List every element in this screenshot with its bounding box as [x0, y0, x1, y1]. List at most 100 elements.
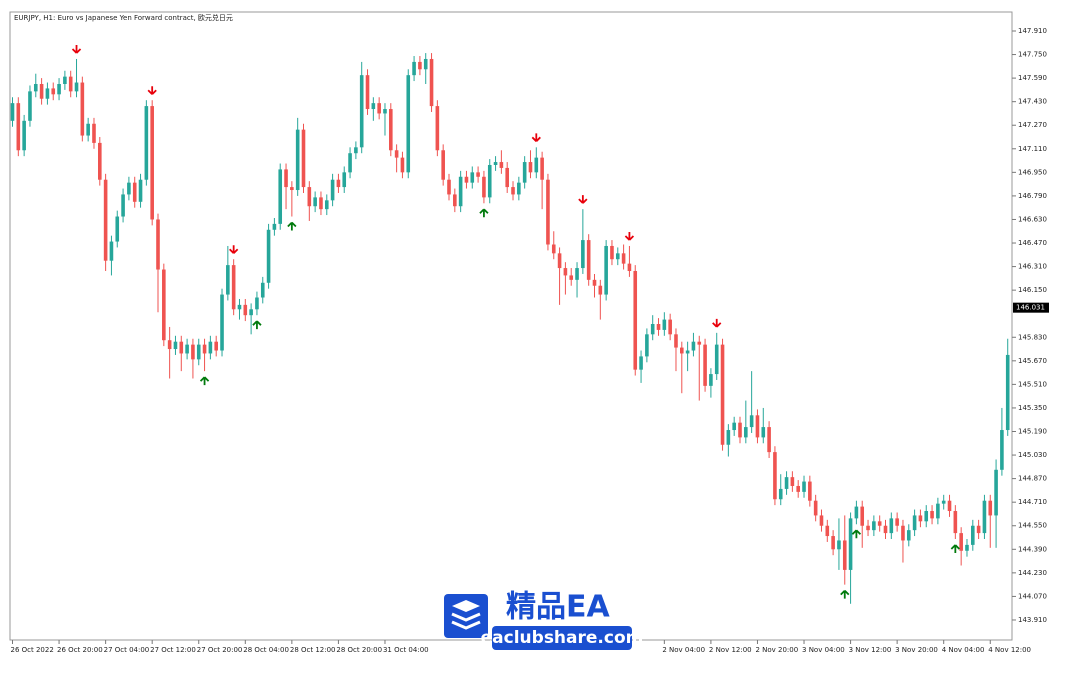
- candle-body: [959, 533, 963, 551]
- x-tick-label: 26 Oct 2022: [11, 646, 54, 654]
- candle-body: [429, 58, 434, 107]
- y-tick-label: 146.310: [1018, 263, 1047, 271]
- candle-body: [668, 319, 672, 335]
- candle-body: [208, 341, 213, 354]
- candle-body: [761, 427, 766, 438]
- candle-body: [103, 179, 108, 261]
- price-box: [1013, 302, 1049, 313]
- candle-body: [115, 216, 120, 242]
- y-tick-label: 147.590: [1018, 74, 1047, 82]
- candle-body: [447, 179, 451, 195]
- candle-body: [971, 525, 975, 545]
- y-tick-label: 147.750: [1018, 51, 1047, 59]
- y-tick-label: 145.190: [1018, 428, 1047, 436]
- candle-body: [726, 430, 731, 445]
- candle-body: [266, 229, 271, 283]
- candle-body: [645, 334, 649, 357]
- candle-body: [132, 182, 137, 202]
- y-tick-label: 146.790: [1018, 192, 1047, 200]
- candle-body: [685, 350, 690, 354]
- candle-body: [575, 268, 579, 280]
- x-tick-label: 28 Oct 20:00: [336, 646, 382, 654]
- sell-arrow: [531, 133, 541, 142]
- x-tick-label: 27 Oct 04:00: [104, 646, 150, 654]
- candle-body: [406, 75, 411, 173]
- candle-body: [778, 488, 783, 500]
- y-tick-label: 145.350: [1018, 404, 1047, 412]
- candle-body: [906, 530, 911, 541]
- buy-arrow: [252, 320, 262, 330]
- chart-title: EURJPY, H1: Euro vs Japanese Yen Forward…: [14, 13, 233, 22]
- y-tick-label: 147.910: [1018, 27, 1047, 35]
- candle-body: [313, 197, 317, 207]
- candle-body: [383, 109, 387, 114]
- candle-body: [290, 187, 294, 191]
- candle-body: [517, 182, 521, 195]
- candle-body: [813, 500, 818, 516]
- candle-body: [400, 157, 405, 173]
- candle-body: [656, 324, 661, 330]
- candle-body: [808, 481, 812, 501]
- candle-body: [423, 58, 428, 70]
- buy-arrow: [950, 544, 960, 553]
- candle-body: [441, 150, 445, 180]
- candle-body: [196, 344, 201, 360]
- candle-body: [749, 415, 754, 428]
- candle-body: [487, 164, 492, 198]
- candle-body: [249, 309, 253, 316]
- candle-body: [156, 219, 160, 270]
- candle-body: [220, 294, 224, 351]
- candle-body: [418, 61, 422, 70]
- candle-body: [301, 129, 306, 188]
- y-tick-label: 146.630: [1018, 215, 1047, 223]
- candle-body: [744, 427, 748, 438]
- y-tick-label: 147.270: [1018, 121, 1047, 129]
- candle-body: [819, 515, 824, 526]
- buy-arrow: [199, 376, 210, 386]
- candle-body: [872, 521, 876, 531]
- candle-body: [848, 518, 853, 570]
- candle-body: [92, 123, 96, 143]
- candle-body: [231, 265, 236, 310]
- candle-body: [499, 162, 504, 168]
- x-tick-label: 2 Nov 04:00: [662, 646, 705, 654]
- candle-body: [260, 282, 265, 298]
- candle-body: [918, 515, 923, 522]
- plot-frame: [9, 11, 1013, 641]
- candle-body: [458, 176, 463, 207]
- candle-body: [243, 304, 248, 316]
- candle-body: [941, 500, 946, 504]
- candle-body: [121, 194, 125, 217]
- candle-body: [755, 415, 760, 438]
- candle-body: [802, 481, 806, 492]
- candle-body: [581, 240, 585, 269]
- x-tick-label: 2 Nov 20:00: [755, 646, 798, 654]
- x-tick-label: 27 Oct 12:00: [150, 646, 196, 654]
- candle-body: [295, 129, 300, 191]
- candle-body: [866, 525, 870, 531]
- candle-body: [167, 340, 172, 350]
- watermark: 精品EA eaclubshare.com: [444, 590, 644, 650]
- candle-body: [359, 75, 364, 148]
- candle-body: [551, 244, 556, 254]
- candle-body: [505, 167, 509, 188]
- watermark-url: eaclubshare.com: [481, 628, 644, 648]
- candle-body: [901, 525, 905, 541]
- candle-body: [162, 269, 166, 341]
- candle-body: [534, 157, 539, 173]
- candle-body: [697, 341, 702, 345]
- x-tick-label: 2 Nov 12:00: [709, 646, 752, 654]
- candle-body: [57, 84, 61, 95]
- candle-body: [284, 169, 288, 188]
- candle-body: [831, 536, 835, 550]
- sell-arrow: [229, 245, 239, 254]
- candle-body: [39, 84, 44, 99]
- candle-body: [98, 142, 102, 180]
- sell-arrow: [624, 231, 635, 241]
- watermark-title: 精品EA: [506, 590, 610, 625]
- candle-body: [674, 334, 678, 348]
- candle-body: [604, 245, 608, 295]
- candle-body: [546, 179, 550, 245]
- candle-body: [714, 344, 719, 375]
